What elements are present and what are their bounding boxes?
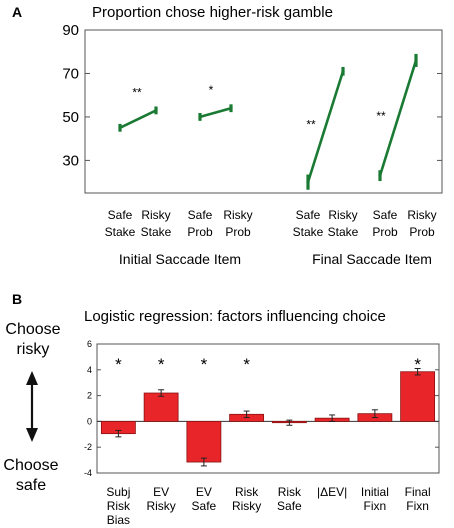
significance-star: * xyxy=(201,355,208,374)
data-point xyxy=(306,180,310,184)
x-category-label: Initial Fixn xyxy=(361,485,389,513)
data-point xyxy=(229,106,233,110)
chart-title: Logistic regression: factors influencing… xyxy=(84,308,386,325)
significance-marker: ** xyxy=(376,109,386,123)
x-category-label: Risk Safe xyxy=(277,485,302,513)
x-category-label: Safe Prob xyxy=(372,208,398,239)
series-line xyxy=(378,59,418,177)
panel-letter: B xyxy=(12,291,22,307)
y-tick-label: 4 xyxy=(87,365,92,375)
data-point xyxy=(198,115,202,119)
choose-risky-label: Choose risky xyxy=(5,321,60,358)
significance-star: * xyxy=(115,355,122,374)
y-tick-label: 2 xyxy=(87,391,92,401)
y-tick-label: 30 xyxy=(62,152,79,169)
significance-marker: ** xyxy=(306,118,316,132)
arrow-up-icon xyxy=(26,371,38,385)
data-point xyxy=(341,69,345,73)
significance-star: * xyxy=(414,355,421,374)
data-point xyxy=(414,58,418,63)
series-line xyxy=(306,69,345,184)
bar xyxy=(186,420,222,463)
x-category-label: Subj Risk Bias xyxy=(106,485,131,527)
data-point xyxy=(118,126,122,130)
x-category-label: Final Fixn xyxy=(405,485,431,513)
panel-a: A Proportion chose higher-risk gamble 30 50… xyxy=(12,4,443,267)
y-tick-label: 90 xyxy=(62,22,79,39)
choose-safe-label: Choose safe xyxy=(3,457,58,494)
plot-frame xyxy=(96,343,440,474)
chart-title: Proportion chose higher-risk gamble xyxy=(92,4,333,21)
series-line xyxy=(118,109,158,130)
plot-frame xyxy=(84,29,443,194)
x-category-label: Safe Stake xyxy=(105,208,136,239)
arrow-down-icon xyxy=(26,428,38,442)
y-tick-label: 70 xyxy=(62,65,79,82)
x-category-label: Risky Prob xyxy=(223,208,252,239)
group-label: Final Saccade Item xyxy=(312,251,432,267)
significance-star: * xyxy=(243,355,250,374)
x-category-label: EV Risky xyxy=(146,485,175,513)
data-point xyxy=(154,108,158,113)
x-category-label: Risky Prob xyxy=(407,208,436,239)
series-line xyxy=(198,106,233,119)
y-tick-label: 50 xyxy=(62,109,79,126)
y-tick-label: 0 xyxy=(87,416,92,426)
x-category-label: Risky Stake xyxy=(141,208,172,239)
x-category-label: Risk Risky xyxy=(232,485,261,513)
y-tick-label: -4 xyxy=(84,468,92,478)
group-label: Initial Saccade Item xyxy=(119,251,241,267)
x-category-label: Safe Stake xyxy=(293,208,324,239)
y-tick-label: 6 xyxy=(87,339,92,349)
x-category-label: Safe Prob xyxy=(187,208,213,239)
x-category-label: |ΔEV| xyxy=(317,485,347,499)
panel-letter: A xyxy=(12,4,22,20)
significance-marker: ** xyxy=(132,85,142,99)
y-tick-label: -2 xyxy=(84,442,92,452)
significance-marker: * xyxy=(209,83,214,97)
data-point xyxy=(378,174,382,178)
panel-b: B Logistic regression: factors influencin… xyxy=(3,291,440,527)
significance-star: * xyxy=(158,355,165,374)
x-category-label: EV Safe xyxy=(192,485,217,513)
bar xyxy=(400,371,436,422)
x-category-label: Risky Stake xyxy=(328,208,359,239)
bar xyxy=(143,392,179,422)
